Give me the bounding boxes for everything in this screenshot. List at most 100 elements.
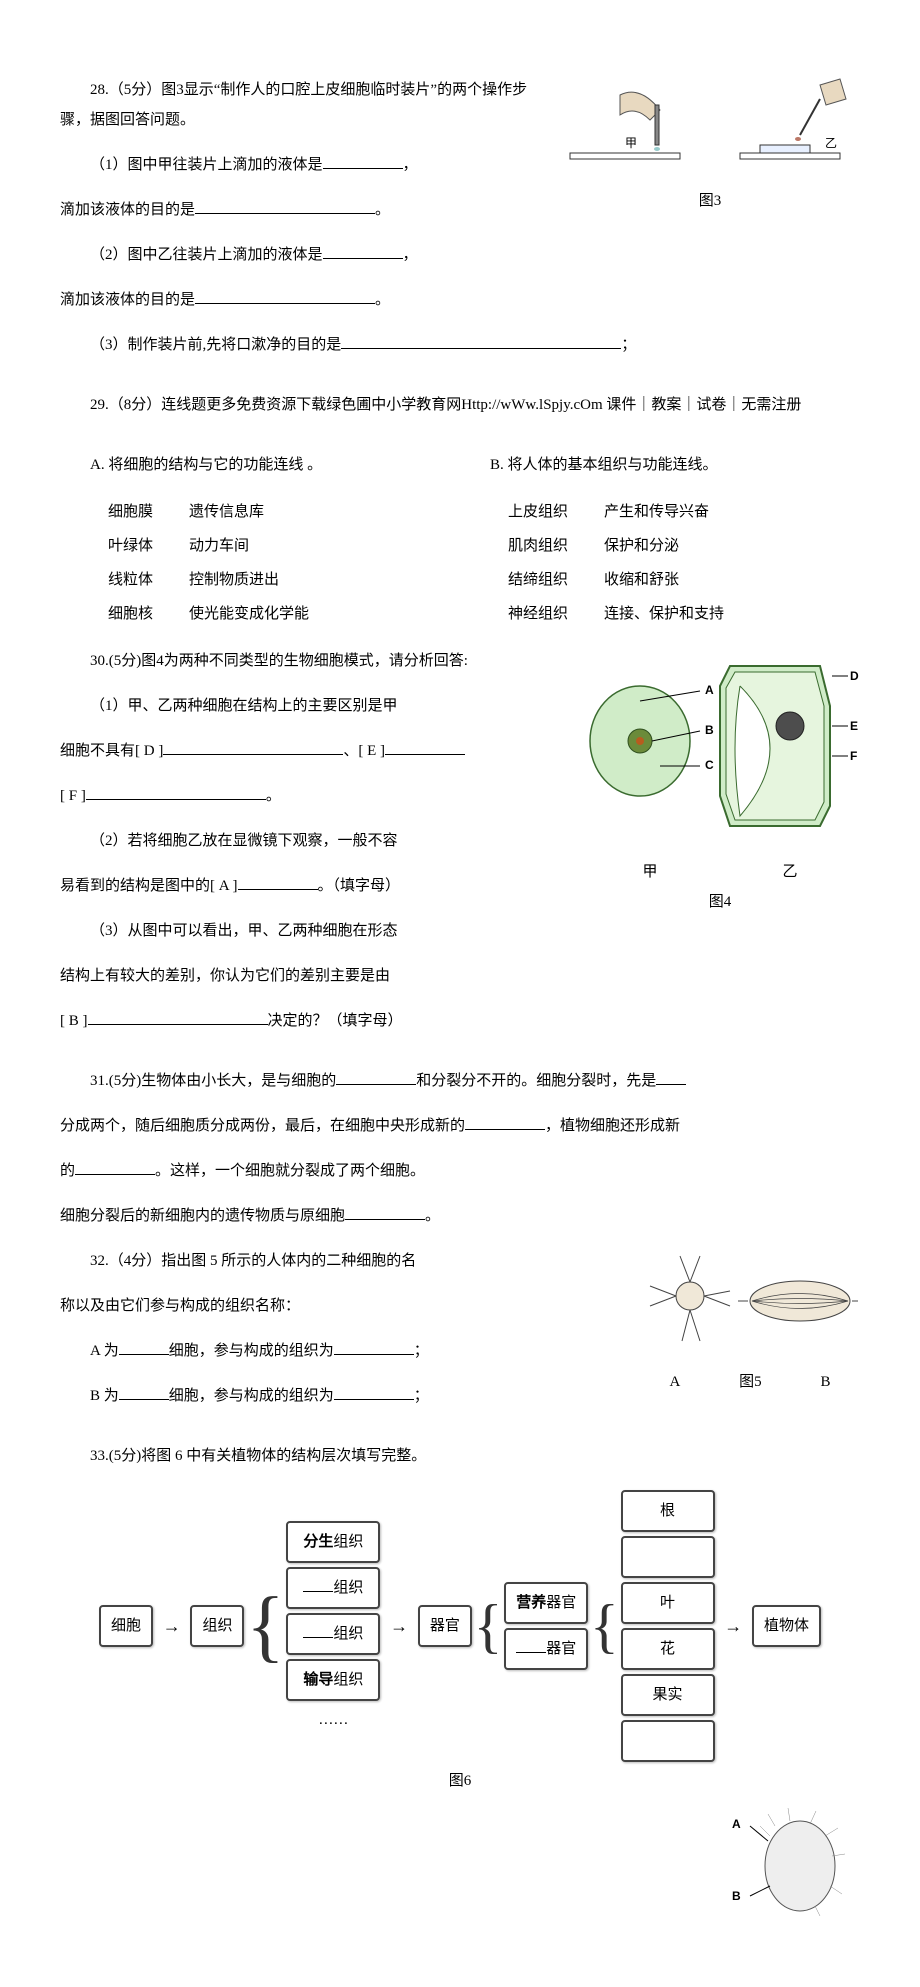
q32-b3: ； bbox=[414, 1388, 429, 1404]
box-hua: 花 bbox=[621, 1628, 715, 1670]
q31-line: 31.(5分)生物体由小长大，是与细胞的和分裂分不开的。细胞分裂时，先是 bbox=[60, 1066, 860, 1096]
box-plant: 植物体 bbox=[752, 1605, 821, 1647]
svg-text:乙: 乙 bbox=[825, 136, 837, 150]
bottom-svg: A B bbox=[720, 1796, 860, 1916]
svg-text:甲: 甲 bbox=[625, 136, 637, 150]
q28-blank4[interactable] bbox=[195, 288, 375, 304]
q31-blank5[interactable] bbox=[345, 1204, 425, 1220]
q28-comma1: ， bbox=[403, 157, 418, 173]
q31-blank1[interactable] bbox=[336, 1069, 416, 1085]
q29b-r0: 产生和传导兴奋 bbox=[586, 495, 742, 529]
box-blank-organ[interactable]: 器官 bbox=[504, 1628, 588, 1670]
q31-blank3[interactable] bbox=[465, 1114, 545, 1130]
q29b-l3: 神经组织 bbox=[490, 597, 586, 631]
q30-p3c: [ B ]决定的？（填字母） bbox=[60, 1006, 860, 1036]
q29a-r2: 控制物质进出 bbox=[171, 563, 327, 597]
box-blank-organ-1[interactable] bbox=[621, 1536, 715, 1578]
q30-blank-f[interactable] bbox=[86, 784, 266, 800]
q32-blank-a1[interactable] bbox=[119, 1339, 169, 1355]
dots: …… bbox=[282, 1705, 384, 1735]
q28-semi: ； bbox=[621, 337, 636, 353]
q29b-l0: 上皮组织 bbox=[490, 495, 586, 529]
box-ye: 叶 bbox=[621, 1582, 715, 1624]
fig5-caps: A 图5 B bbox=[640, 1367, 860, 1397]
box-cell: 细胞 bbox=[99, 1605, 153, 1647]
q28-p2c: 滴加该液体的目的是 bbox=[60, 292, 195, 308]
svg-text:E: E bbox=[850, 719, 858, 733]
q28-period1: 。 bbox=[375, 202, 390, 218]
box-fensheng: 分生组织 bbox=[286, 1521, 380, 1563]
q29a-r0: 遗传信息库 bbox=[171, 495, 327, 529]
q29b-r2: 收缩和舒张 bbox=[586, 563, 742, 597]
box-blank-tissue-2[interactable]: 组织 bbox=[286, 1613, 380, 1655]
fig4-caps: 甲 乙 bbox=[580, 857, 860, 887]
q29b-l1: 肌肉组织 bbox=[490, 529, 586, 563]
q28-blank3[interactable] bbox=[323, 243, 403, 259]
q29-table-b: 上皮组织产生和传导兴奋 肌肉组织保护和分泌 结缔组织收缩和舒张 神经组织连接、保… bbox=[490, 495, 742, 631]
q28-p2a: （2）图中乙往装片上滴加的液体是 bbox=[90, 247, 323, 263]
q31-blank4[interactable] bbox=[75, 1159, 155, 1175]
q30-blank-b[interactable] bbox=[88, 1009, 268, 1025]
fig4-cap-a: 甲 bbox=[642, 857, 657, 887]
q32-blank-b1[interactable] bbox=[119, 1384, 169, 1400]
box-blank-tissue-1[interactable]: 组织 bbox=[286, 1567, 380, 1609]
q28-blank2[interactable] bbox=[195, 198, 375, 214]
brace-icon: { bbox=[246, 1594, 284, 1658]
q31-line2: 分成两个，随后细胞质分成两份，最后，在细胞中央形成新的，植物细胞还形成新 bbox=[60, 1111, 860, 1141]
q30-p3b: 结构上有较大的差别，你认为它们的差别主要是由 bbox=[60, 961, 860, 991]
q29b-l2: 结缔组织 bbox=[490, 563, 586, 597]
brace-icon-3: { bbox=[590, 1602, 619, 1650]
box-shudao: 输导组织 bbox=[286, 1659, 380, 1701]
q30-blank-a[interactable] bbox=[238, 874, 318, 890]
q30-blank-d[interactable] bbox=[163, 739, 343, 755]
q30-p1b-txt: 细胞不具有[ D ] bbox=[60, 743, 163, 759]
q32-blank-a2[interactable] bbox=[334, 1339, 414, 1355]
q29a-l0: 细胞膜 bbox=[90, 495, 171, 529]
q31-d: ，植物细胞还形成新 bbox=[545, 1118, 680, 1134]
q28-period2: 。 bbox=[375, 292, 390, 308]
q32-b2: 细胞，参与构成的组织为 bbox=[169, 1388, 334, 1404]
q28-part2c: 滴加该液体的目的是 。 bbox=[60, 285, 860, 315]
q32-a3: ； bbox=[414, 1343, 429, 1359]
fig5-label: 图5 bbox=[739, 1367, 762, 1397]
o-suf1: 器官 bbox=[546, 1594, 576, 1611]
svg-text:D: D bbox=[850, 669, 859, 683]
bt1: 组织 bbox=[333, 1579, 363, 1596]
q31-b: 和分裂分不开的。细胞分裂时，先是 bbox=[416, 1073, 656, 1089]
arrow-icon-2: → bbox=[390, 1608, 408, 1644]
figure-3: 甲 乙 图3 bbox=[560, 75, 860, 216]
svg-text:F: F bbox=[850, 749, 857, 763]
bt2: 组织 bbox=[333, 1625, 363, 1642]
q31-blank2[interactable] bbox=[656, 1069, 686, 1085]
svg-text:B: B bbox=[732, 1889, 741, 1903]
q29-table-a: 细胞膜遗传信息库 叶绿体动力车间 线粒体控制物质进出 细胞核使光能变成化学能 bbox=[90, 495, 327, 631]
q33-stem: 33.(5分)将图 6 中有关植物体的结构层次填写完整。 bbox=[60, 1441, 860, 1471]
q29-stem: 29.（8分）连线题更多免费资源下载绿色圃中小学教育网Http://wWw.lS… bbox=[60, 390, 860, 420]
question-30: A B C D E F 甲 乙 图4 30.(5分)图4为两种不同类型的生物细胞… bbox=[60, 646, 860, 1051]
question-31: 31.(5分)生物体由小长大，是与细胞的和分裂分不开的。细胞分裂时，先是 分成两… bbox=[60, 1066, 860, 1231]
q29-col-b: B. 将人体的基本组织与功能连线。 上皮组织产生和传导兴奋 肌肉组织保护和分泌 … bbox=[460, 435, 860, 631]
q28-blank5[interactable] bbox=[341, 333, 621, 349]
q32-blank-b2[interactable] bbox=[334, 1384, 414, 1400]
shudao-bold: 输导 bbox=[303, 1671, 333, 1688]
q29-b-title: B. 将人体的基本组织与功能连线。 bbox=[460, 450, 860, 480]
q29-columns: A. 将细胞的结构与它的功能连线 。 细胞膜遗传信息库 叶绿体动力车间 线粒体控… bbox=[60, 435, 860, 631]
q30-blank-e[interactable] bbox=[385, 739, 465, 755]
question-33: 33.(5分)将图 6 中有关植物体的结构层次填写完整。 细胞 → 组织 { 分… bbox=[60, 1441, 860, 1796]
figure-3-label: 图3 bbox=[560, 186, 860, 216]
q30-b-label: [ B ] bbox=[60, 1013, 88, 1029]
bo: 器官 bbox=[546, 1640, 576, 1657]
q28-part3: （3）制作装片前,先将口漱净的目的是 ； bbox=[60, 330, 860, 360]
q28-p3a: （3）制作装片前,先将口漱净的目的是 bbox=[90, 337, 341, 353]
fig5-cap-a: A bbox=[669, 1367, 680, 1397]
q29a-r3: 使光能变成化学能 bbox=[171, 597, 327, 631]
fig4-label: 图4 bbox=[580, 887, 860, 917]
tissue-stack: 分生组织 组织 组织 输导组织 …… bbox=[282, 1517, 384, 1735]
q28-blank1[interactable] bbox=[323, 153, 403, 169]
fensheng-bold: 分生 bbox=[303, 1533, 333, 1550]
organ-stack: 根 叶 花 果实 bbox=[617, 1486, 719, 1766]
svg-text:B: B bbox=[705, 723, 714, 737]
q32-b1: B 为 bbox=[90, 1388, 119, 1404]
q30-p2b-txt: 易看到的结构是图中的[ A ] bbox=[60, 878, 238, 894]
box-blank-organ-2[interactable] bbox=[621, 1720, 715, 1762]
